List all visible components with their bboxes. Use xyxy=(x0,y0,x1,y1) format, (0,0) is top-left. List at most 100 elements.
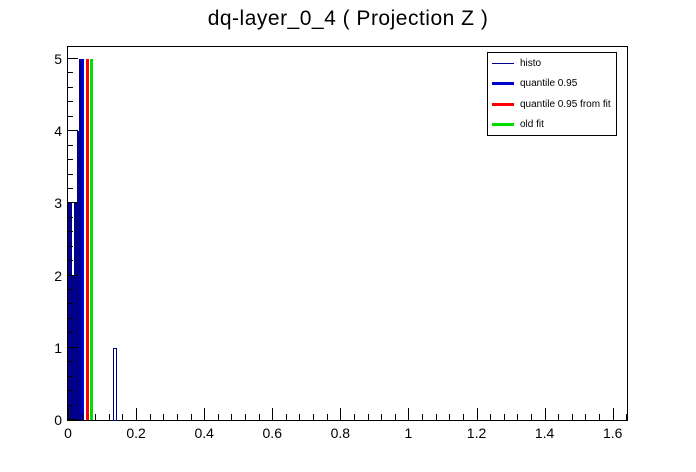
y-minor-tick xyxy=(68,289,73,291)
x-major-tick xyxy=(340,408,342,420)
x-tick-label: 1 xyxy=(404,425,413,441)
x-minor-tick xyxy=(149,414,151,420)
x-minor-tick xyxy=(381,414,383,420)
x-minor-tick xyxy=(258,414,260,420)
x-minor-tick xyxy=(285,414,287,420)
x-major-tick xyxy=(476,408,478,420)
x-tick-label: 1.2 xyxy=(466,425,487,441)
y-minor-tick xyxy=(68,317,73,319)
legend-line-sample xyxy=(492,62,514,64)
marker-vline-quantile-0-95 xyxy=(81,58,84,420)
x-minor-tick xyxy=(313,414,315,420)
x-major-tick xyxy=(544,408,546,420)
y-tick-label: 0 xyxy=(54,412,62,428)
x-minor-tick xyxy=(108,414,110,420)
x-minor-tick xyxy=(394,414,396,420)
x-minor-tick xyxy=(299,414,301,420)
y-tick-label: 3 xyxy=(54,195,62,212)
x-tick-label: 0 xyxy=(64,425,72,441)
x-minor-tick xyxy=(558,414,560,420)
histogram-bar xyxy=(77,131,80,420)
y-minor-tick xyxy=(68,86,73,88)
x-minor-tick xyxy=(217,414,219,420)
y-minor-tick xyxy=(68,144,73,146)
x-tick-label: 0.4 xyxy=(194,425,214,441)
marker-vline-quantile-0-95-from-fit xyxy=(86,58,89,420)
x-minor-tick xyxy=(176,414,178,420)
x-tick-label: 1.4 xyxy=(534,425,555,441)
x-minor-tick xyxy=(367,414,369,420)
y-minor-tick xyxy=(68,332,73,334)
legend-item-label: old fit xyxy=(520,119,544,131)
y-minor-tick xyxy=(68,260,73,262)
x-minor-tick xyxy=(326,414,328,420)
legend-line-sample xyxy=(492,123,514,127)
x-minor-tick xyxy=(353,414,355,420)
histogram-bar xyxy=(68,203,70,420)
y-tick-label: 5 xyxy=(54,50,62,67)
y-tick-label: 2 xyxy=(54,267,62,284)
x-minor-tick xyxy=(422,414,424,420)
x-minor-tick xyxy=(190,414,192,420)
legend-item-label: histo xyxy=(520,57,542,69)
x-minor-tick xyxy=(571,414,573,420)
x-major-tick xyxy=(204,408,206,420)
x-tick-label: 0.2 xyxy=(126,425,146,441)
plot-title: dq-layer_0_4 ( Projection Z ) xyxy=(207,7,489,30)
x-minor-tick xyxy=(435,414,437,420)
x-tick-label: 1.6 xyxy=(602,425,623,441)
x-minor-tick xyxy=(585,414,587,420)
y-minor-tick xyxy=(68,101,73,103)
legend-item-quantile-0-95-from-fit: quantile 0.95 from fit xyxy=(488,95,616,113)
x-major-tick xyxy=(272,408,274,420)
y-minor-tick xyxy=(68,216,73,218)
y-minor-tick xyxy=(68,404,73,406)
y-minor-tick xyxy=(68,72,73,74)
y-minor-tick xyxy=(68,187,73,189)
y-major-tick xyxy=(68,130,78,132)
x-minor-tick xyxy=(231,414,233,420)
y-minor-tick xyxy=(68,361,73,363)
x-major-tick xyxy=(612,408,614,420)
x-major-tick xyxy=(408,408,410,420)
legend-item-histo: histo xyxy=(488,54,616,72)
x-major-tick xyxy=(68,408,69,420)
y-major-tick xyxy=(68,57,78,59)
x-minor-tick xyxy=(122,414,124,420)
y-tick-label: 1 xyxy=(54,339,62,356)
y-minor-tick xyxy=(68,375,73,377)
y-minor-tick xyxy=(68,390,73,392)
legend-item-label: quantile 0.95 from fit xyxy=(520,98,611,110)
y-major-tick xyxy=(68,202,78,204)
histogram-bar xyxy=(73,203,77,420)
y-minor-tick xyxy=(68,115,73,117)
y-major-tick xyxy=(68,274,78,276)
y-minor-tick xyxy=(68,173,73,175)
histogram-outline-bar xyxy=(112,347,118,421)
y-minor-tick xyxy=(68,245,73,247)
y-minor-tick xyxy=(68,231,73,233)
legend-item-label: quantile 0.95 xyxy=(520,78,578,90)
y-tick-label: 4 xyxy=(54,123,62,140)
y-major-tick xyxy=(68,419,78,420)
x-tick-label: 0.6 xyxy=(262,425,282,441)
x-minor-tick xyxy=(490,414,492,420)
x-minor-tick xyxy=(626,414,628,420)
x-tick-label: 0.8 xyxy=(330,425,351,441)
histogram-bar xyxy=(70,203,72,420)
legend-line-sample xyxy=(492,82,514,86)
x-minor-tick xyxy=(245,414,247,420)
legend-box: histo quantile 0.95 quantile 0.95 from fit… xyxy=(487,52,617,136)
legend-item-old-fit: old fit xyxy=(488,116,616,134)
x-minor-tick xyxy=(530,414,532,420)
marker-vline-old-fit xyxy=(89,58,93,420)
x-minor-tick xyxy=(503,414,505,420)
y-minor-tick xyxy=(68,159,73,161)
x-minor-tick xyxy=(81,414,83,420)
x-minor-tick xyxy=(599,414,601,420)
x-minor-tick xyxy=(163,414,165,420)
histogram-bar xyxy=(69,347,71,420)
histogram-bar xyxy=(79,58,81,420)
x-minor-tick xyxy=(462,414,464,420)
